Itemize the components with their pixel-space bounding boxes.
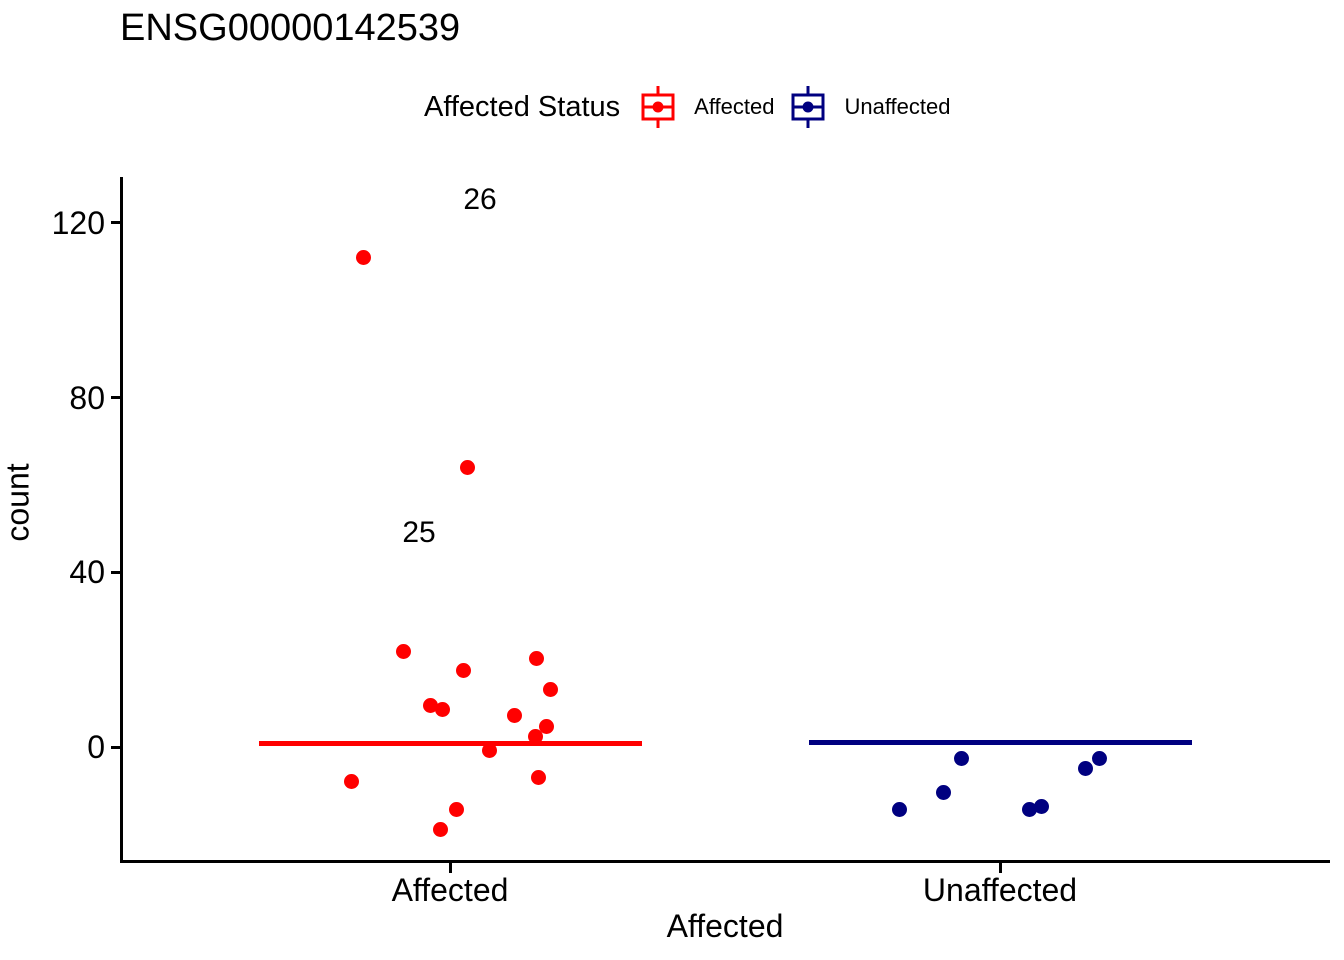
point-label-annotation: 25 (402, 516, 436, 549)
legend-items: Affected Unaffected (639, 84, 965, 130)
data-point-unaffected (1077, 761, 1093, 777)
crossbar-unaffected (808, 740, 1192, 746)
data-point-affected (506, 708, 522, 724)
x-tick-label-affected: Affected (391, 872, 509, 908)
legend-title: Affected Status (424, 90, 621, 123)
data-point-affected (432, 822, 448, 838)
data-point-unaffected (953, 751, 969, 767)
data-point-affected (395, 644, 411, 660)
y-tick-label: 120 (51, 204, 105, 241)
data-point-affected (528, 651, 544, 667)
plot-title: ENSG00000142539 (120, 7, 461, 49)
data-point-affected (530, 769, 546, 785)
x-tick-mark (998, 863, 1002, 873)
data-point-affected (455, 662, 471, 678)
data-point-affected (422, 698, 438, 714)
crossbar-affected (258, 741, 642, 747)
legend-item-label: Unaffected (844, 94, 951, 119)
data-point-affected (481, 742, 497, 758)
y-tick-label: 80 (69, 379, 105, 416)
x-axis-title: Affected (666, 908, 784, 944)
y-tick-mark (111, 745, 122, 749)
y-tick-mark (111, 221, 122, 225)
legend-item-unaffected: Unaffected (789, 84, 951, 130)
data-point-affected (434, 701, 450, 717)
data-point-unaffected (1021, 801, 1037, 817)
x-axis-line (120, 860, 1330, 863)
data-point-affected (448, 802, 464, 818)
point-label-annotation: 26 (463, 183, 497, 216)
data-point-unaffected (1033, 799, 1049, 815)
y-tick-label: 0 (87, 729, 105, 765)
y-tick-mark (111, 570, 122, 574)
data-point-affected (538, 719, 554, 735)
x-tick-mark (448, 863, 452, 873)
legend-item-label: Affected (694, 94, 775, 119)
legend-item-affected: Affected (639, 84, 774, 130)
data-point-affected (542, 682, 558, 698)
legend: Affected Status Affected Unaffected (424, 84, 966, 130)
data-point-affected (355, 250, 371, 266)
boxplot-key-icon (791, 86, 825, 128)
data-point-unaffected (1091, 751, 1107, 767)
y-axis-line (120, 177, 123, 863)
data-point-affected (343, 774, 359, 790)
data-point-unaffected (935, 785, 951, 801)
data-point-unaffected (891, 801, 907, 817)
y-tick-label: 40 (69, 554, 105, 591)
y-tick-mark (111, 396, 122, 400)
data-point-affected (527, 728, 543, 744)
data-point-affected (459, 459, 475, 475)
boxplot-key-icon (641, 86, 675, 128)
x-tick-label-unaffected: Unaffected (922, 872, 1078, 908)
